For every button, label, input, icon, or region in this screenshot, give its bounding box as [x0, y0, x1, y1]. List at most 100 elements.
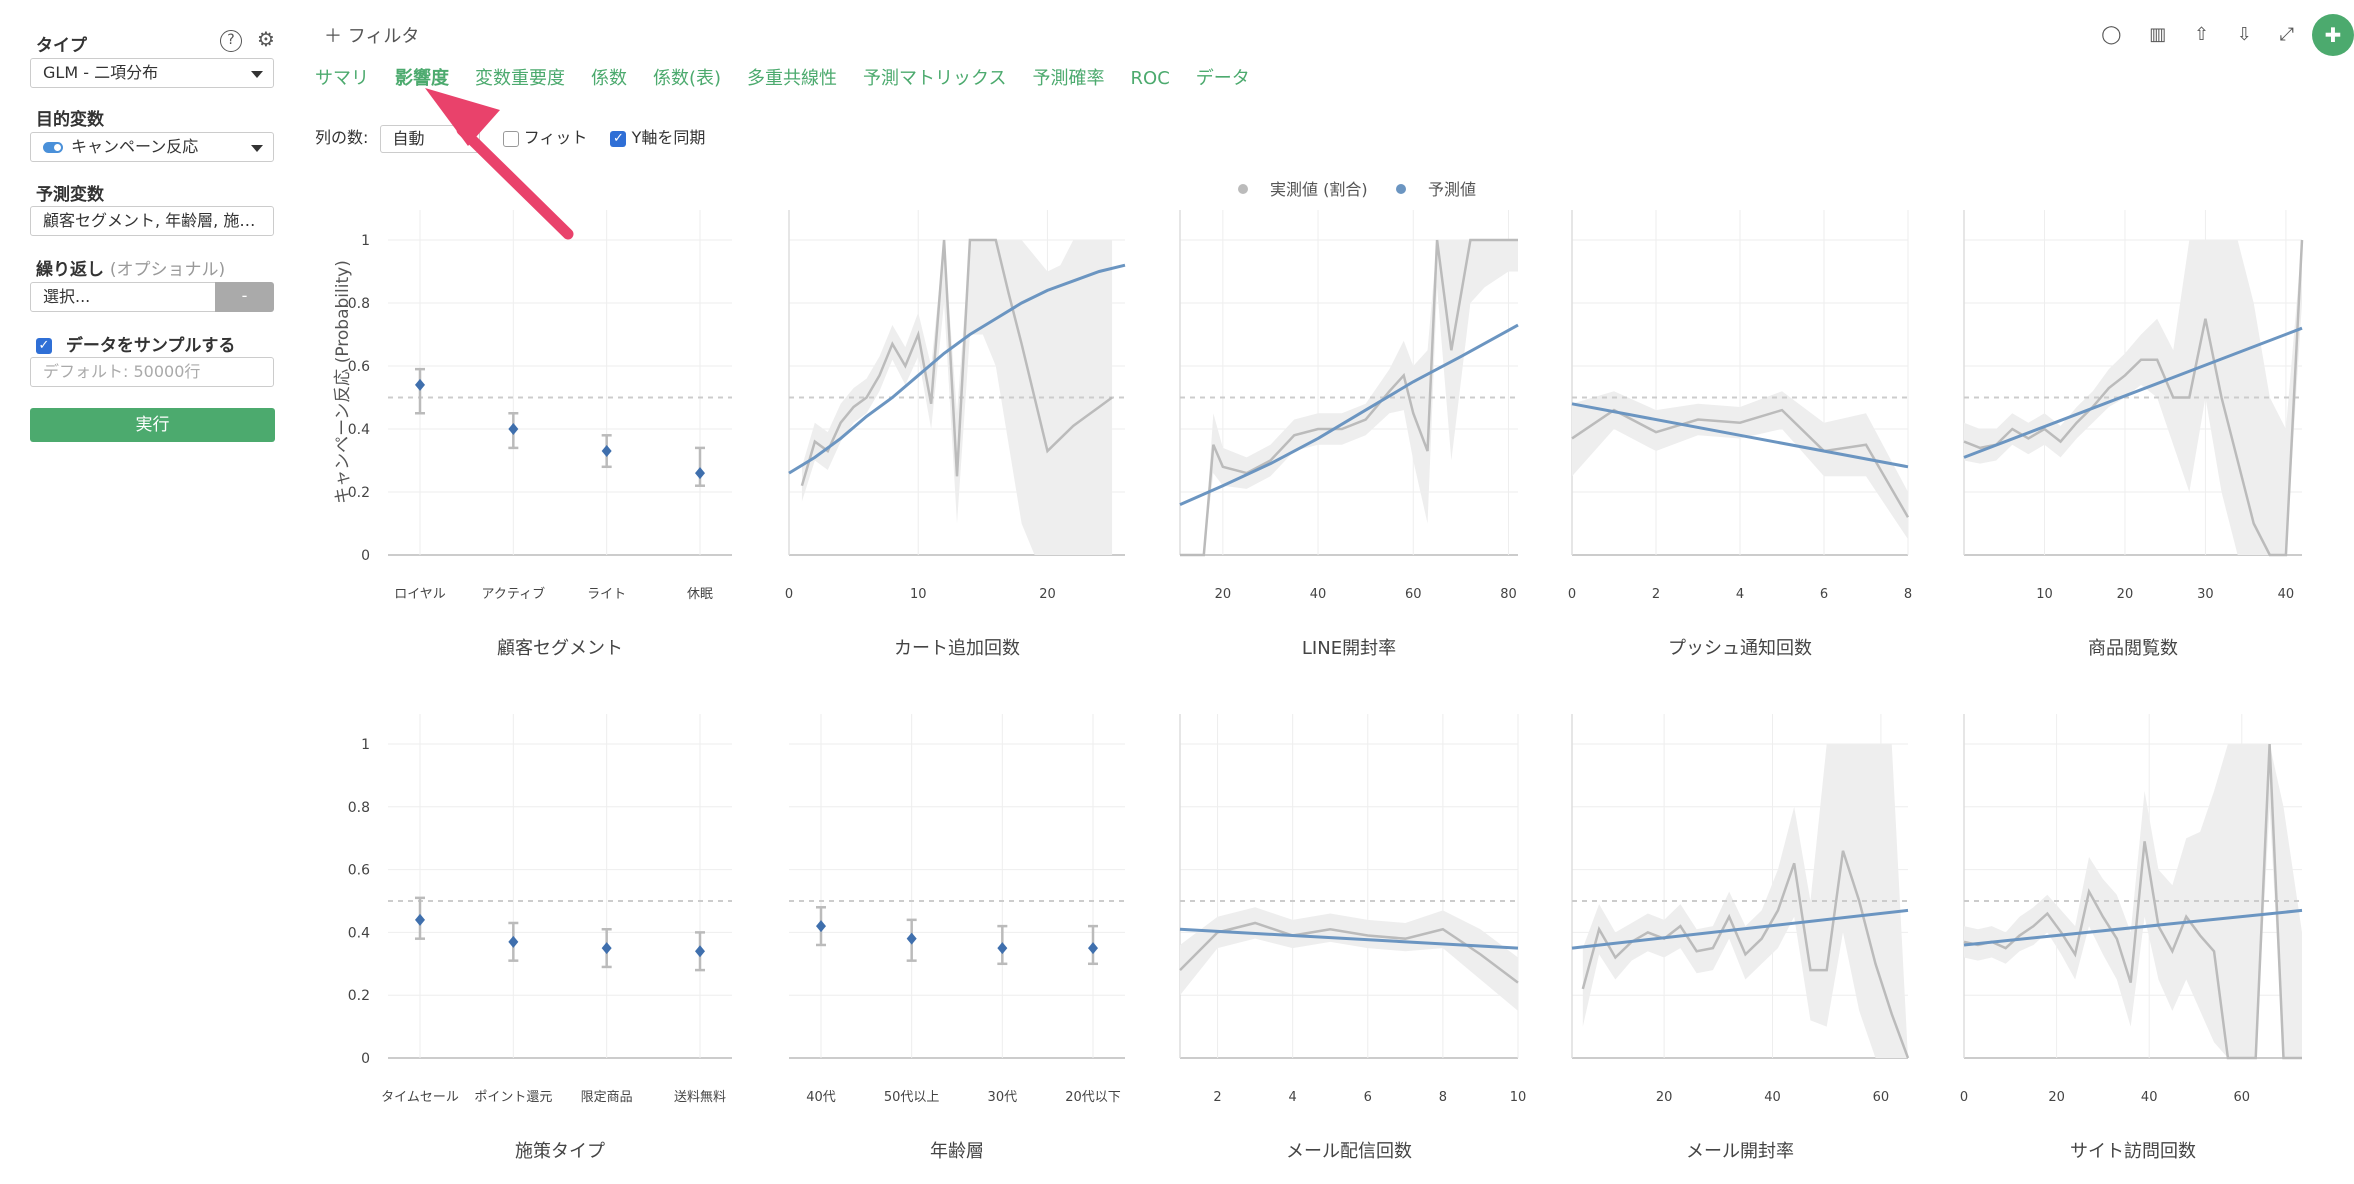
actual-line: [1179, 921, 1519, 984]
tab-item[interactable]: データ: [1195, 68, 1250, 89]
tab-item[interactable]: 予測マトリックス: [863, 68, 1007, 89]
confidence-band: [1964, 240, 2302, 555]
repeat-label-text: 繰り返し: [36, 260, 104, 280]
tab-item[interactable]: サマリ: [315, 68, 369, 89]
target-select[interactable]: キャンペーン反応: [30, 132, 274, 162]
actual-line: [1180, 238, 1518, 557]
predicted-point: [695, 945, 705, 958]
y-tick-label: 0.4: [348, 925, 370, 941]
comment-icon[interactable]: ◯: [2101, 24, 2122, 45]
sample-row: ✓ データをサンプルする: [36, 331, 235, 356]
tab-item[interactable]: ROC: [1130, 68, 1170, 89]
sample-size-placeholder: デフォルト: 50000行: [43, 362, 201, 381]
type-select[interactable]: GLM - 二項分布: [30, 58, 274, 88]
predicted-point: [601, 445, 612, 458]
panel-title: プッシュ通知回数: [1668, 638, 1812, 659]
actual-line: [1571, 408, 1910, 518]
predicted-point: [906, 932, 917, 945]
predictor-input[interactable]: 顧客セグメント, 年齢層, 施…: [30, 206, 274, 236]
chevron-down-icon: [251, 71, 263, 78]
download-icon[interactable]: ⇩: [2236, 24, 2252, 45]
chart-legend: 実測値 (割合) 予測値: [1238, 180, 1476, 199]
panel-10: 0 20 40 60 サイト訪問回数: [1960, 714, 2303, 1162]
y-tick-label: 1: [361, 737, 370, 753]
x-tick-label: 40: [2141, 1090, 2158, 1105]
predicted-point: [1088, 942, 1098, 955]
repeat-select[interactable]: 選択...: [30, 282, 216, 312]
x-tick-label: 4: [1736, 587, 1744, 602]
tab-item[interactable]: 予測確率: [1032, 68, 1105, 89]
predicted-point: [601, 942, 612, 955]
columns-value: 自動: [392, 128, 425, 148]
x-tick-label: 30代: [988, 1090, 1018, 1105]
actual-line: [1963, 239, 2304, 557]
panel-2: 0 10 20 カート追加回数: [785, 210, 1126, 659]
predicted-point: [508, 935, 519, 948]
filter-label: フィルタ: [347, 26, 420, 47]
sample-label: データをサンプルする: [65, 336, 236, 356]
x-tick-label: 送料無料: [674, 1090, 726, 1105]
x-tick-label: 60: [2234, 1090, 2251, 1105]
y-tick-label: 0.2: [348, 988, 370, 1004]
expand-icon[interactable]: ⤢: [2279, 24, 2294, 45]
x-tick-label: 8: [1439, 1090, 1447, 1105]
x-tick-label: 10: [910, 587, 927, 602]
panel-title: 年齢層: [930, 1141, 984, 1162]
tab-item[interactable]: 変数重要度: [475, 68, 565, 89]
panel-5: 10 20 30 40 商品閲覧数: [1963, 210, 2304, 659]
toolbar: ◯ ▥ ⇧ ⇩ ⤢: [2079, 24, 2294, 45]
gear-icon[interactable]: ⚙: [257, 27, 275, 51]
pin-icon[interactable]: ✚: [2312, 14, 2354, 56]
y-tick-label: 0.2: [348, 485, 370, 501]
legend-actual-marker: [1238, 184, 1248, 194]
repeat-optional: (オプショナル): [109, 260, 226, 280]
predicted-point: [997, 942, 1008, 955]
x-tick-label: 20: [1656, 1090, 1673, 1105]
repeat-dash-button[interactable]: -: [215, 282, 274, 312]
confidence-band: [1572, 391, 1908, 540]
y-tick-label: 0.8: [348, 800, 370, 816]
tab-item[interactable]: 影響度: [395, 68, 449, 89]
x-tick-label: 20: [1215, 587, 1232, 602]
x-tick-label: 20: [2048, 1090, 2065, 1105]
x-tick-label: 20: [2117, 587, 2134, 602]
x-tick-label: 0: [1960, 1090, 1968, 1105]
x-tick-label: 6: [1364, 1090, 1372, 1105]
columns-label: 列の数:: [315, 128, 369, 147]
x-tick-label: 0: [785, 587, 793, 602]
tab-item[interactable]: 係数: [591, 68, 627, 89]
tab-item[interactable]: 多重共線性: [747, 68, 838, 89]
panel-8: 2 4 6 8 10 メール配信回数: [1179, 714, 1526, 1162]
sample-checkbox[interactable]: ✓: [36, 338, 52, 354]
predicted-line: [1179, 323, 1519, 506]
add-filter-button[interactable]: ＋ フィルタ: [324, 22, 419, 48]
upload-icon[interactable]: ⇧: [2193, 24, 2210, 45]
legend-predicted-marker: [1396, 184, 1406, 194]
y-tick-label: 0.8: [348, 296, 370, 312]
sync-checkbox[interactable]: ✓: [610, 130, 627, 147]
y-tick-label: 1: [361, 233, 370, 249]
x-tick-label: 限定商品: [581, 1090, 633, 1105]
panel-9: 20 40 60 メール開封率: [1571, 714, 1910, 1162]
run-button[interactable]: 実行: [30, 408, 275, 442]
actual-line: [800, 238, 1113, 487]
y-tick-label: 0: [361, 1051, 370, 1067]
x-tick-label: 6: [1820, 587, 1828, 602]
sample-size-input[interactable]: デフォルト: 50000行: [30, 357, 274, 387]
x-tick-label: 20代以下: [1065, 1090, 1121, 1105]
x-tick-label: 10: [2036, 587, 2053, 602]
target-label: 目的変数: [36, 110, 104, 130]
x-tick-label: 2: [1213, 1090, 1221, 1105]
tab-item[interactable]: 係数(表): [653, 68, 722, 89]
panel-title: 施策タイプ: [515, 1141, 605, 1162]
help-icon[interactable]: ?: [220, 30, 242, 52]
toggle-icon: [43, 142, 63, 153]
x-tick-label: 80: [1500, 587, 1517, 602]
x-tick-label: ライト: [587, 587, 626, 602]
x-tick-label: 60: [1405, 587, 1422, 602]
predicted-line: [1963, 908, 2303, 947]
x-tick-label: ポイント還元: [474, 1090, 552, 1105]
chart-icon[interactable]: ▥: [2149, 24, 2167, 45]
sidebar: タイプ ? ⚙ GLM - 二項分布 目的変数 キャンペーン反応 予測変数 顧客…: [0, 0, 300, 1184]
